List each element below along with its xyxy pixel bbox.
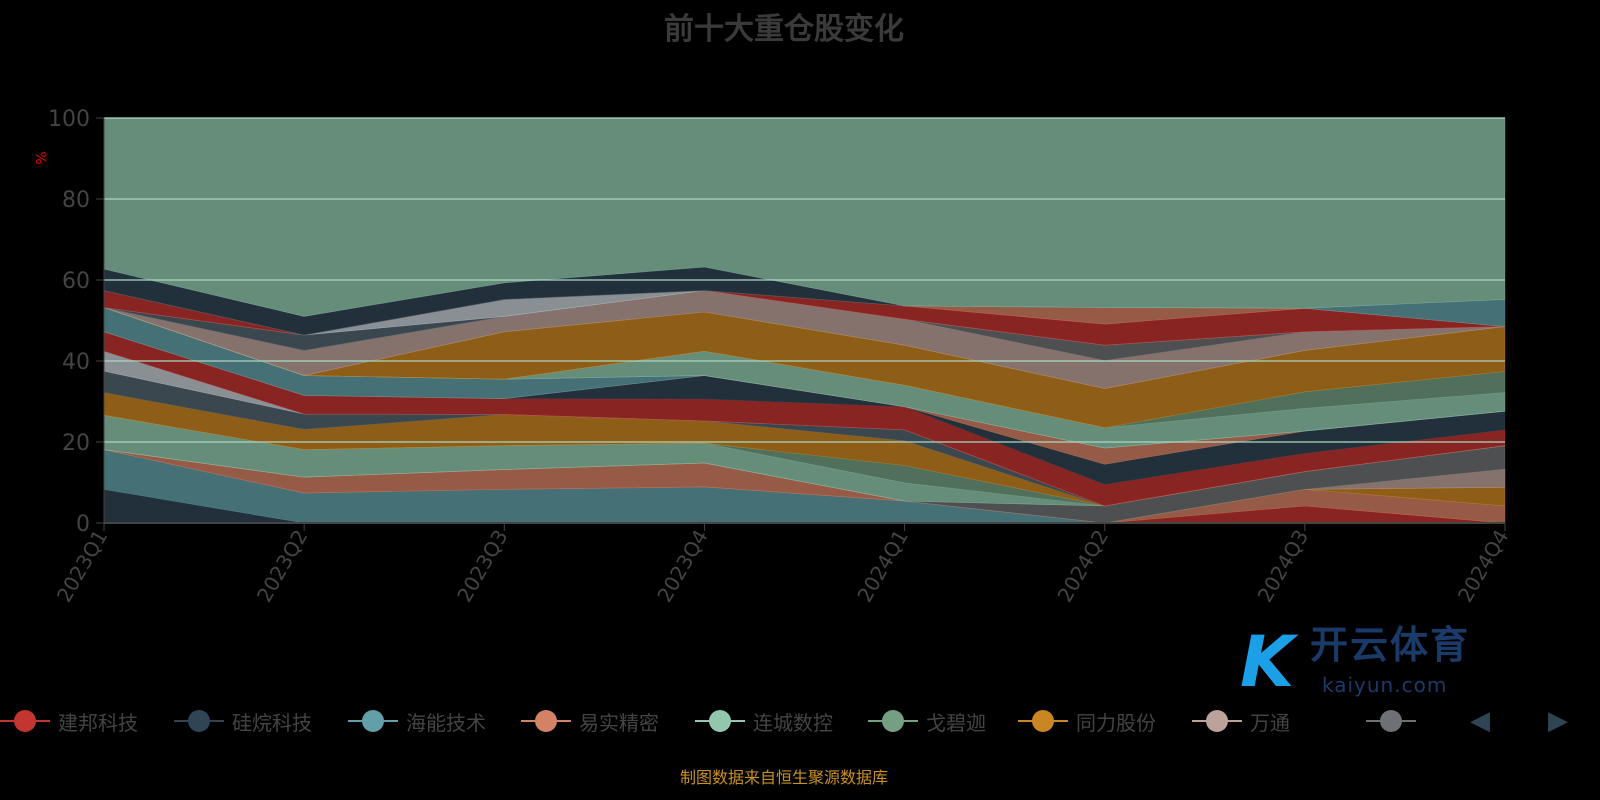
chart-title: 前十大重仓股变化 bbox=[664, 12, 904, 47]
legend-marker-icon bbox=[1018, 706, 1068, 736]
y-tick-label: 80 bbox=[62, 188, 90, 213]
legend-marker-icon bbox=[0, 706, 50, 736]
legend: 建邦科技 硅烷科技 海能技术 易实精密 连城数控 戈碧迦 同力股份 万通 bbox=[0, 706, 1600, 736]
legend-item[interactable]: 建邦科技 bbox=[0, 706, 138, 736]
x-tick-label: 2023Q2 bbox=[252, 526, 312, 607]
legend-label: 海能技术 bbox=[406, 710, 486, 735]
legend-label: 建邦科技 bbox=[58, 710, 138, 735]
legend-item[interactable] bbox=[1366, 706, 1424, 736]
legend-label: 连城数控 bbox=[753, 710, 833, 735]
legend-item[interactable]: 连城数控 bbox=[695, 706, 833, 736]
stacked-area-chart: 0 20 40 60 80 100 2023Q1 2023Q2 2023Q3 2023Q4 2024… bbox=[48, 107, 1513, 607]
x-tick-label: 2023Q1 bbox=[52, 526, 112, 607]
y-tick-label: 60 bbox=[62, 269, 90, 294]
legend-marker-icon bbox=[695, 706, 745, 736]
legend-item[interactable]: 万通 bbox=[1192, 706, 1290, 736]
legend-item[interactable]: 戈碧迦 bbox=[868, 706, 986, 736]
legend-label: 易实精密 bbox=[579, 710, 659, 735]
grid-lines bbox=[104, 117, 1505, 443]
legend-item[interactable]: 海能技术 bbox=[348, 706, 486, 736]
area-layers bbox=[103, 117, 1506, 524]
legend-item[interactable]: 同力股份 bbox=[1018, 706, 1156, 736]
x-tick-label: 2024Q3 bbox=[1253, 526, 1313, 607]
legend-label: 万通 bbox=[1250, 710, 1290, 735]
y-tick-label: 100 bbox=[48, 107, 90, 132]
x-tick-label: 2024Q4 bbox=[1453, 526, 1513, 607]
legend-label: 同力股份 bbox=[1076, 710, 1156, 735]
area-remainder bbox=[103, 117, 1506, 317]
x-tick-label: 2023Q4 bbox=[652, 526, 712, 607]
legend-item[interactable]: 硅烷科技 bbox=[174, 706, 312, 736]
legend-marker-icon bbox=[1366, 706, 1416, 736]
legend-label: 硅烷科技 bbox=[232, 710, 312, 735]
legend-marker-icon bbox=[868, 706, 918, 736]
x-tick-label: 2024Q2 bbox=[1053, 526, 1113, 607]
legend-next-page-button[interactable]: ▶ bbox=[1548, 706, 1568, 736]
x-tick-label: 2023Q3 bbox=[452, 526, 512, 607]
legend-marker-icon bbox=[521, 706, 571, 736]
legend-marker-icon bbox=[348, 706, 398, 736]
legend-marker-icon bbox=[1192, 706, 1242, 736]
y-tick-label: 20 bbox=[62, 431, 90, 456]
legend-label: 戈碧迦 bbox=[926, 710, 986, 735]
x-tick-label: 2024Q1 bbox=[852, 526, 912, 607]
data-source-footer: 制图数据来自恒生聚源数据库 bbox=[679, 768, 888, 787]
y-tick-label: 0 bbox=[76, 512, 90, 537]
y-tick-label: 40 bbox=[62, 350, 90, 375]
legend-item[interactable]: 易实精密 bbox=[521, 706, 659, 736]
legend-marker-icon bbox=[174, 706, 224, 736]
legend-prev-page-button[interactable]: ◀ bbox=[1470, 706, 1490, 736]
